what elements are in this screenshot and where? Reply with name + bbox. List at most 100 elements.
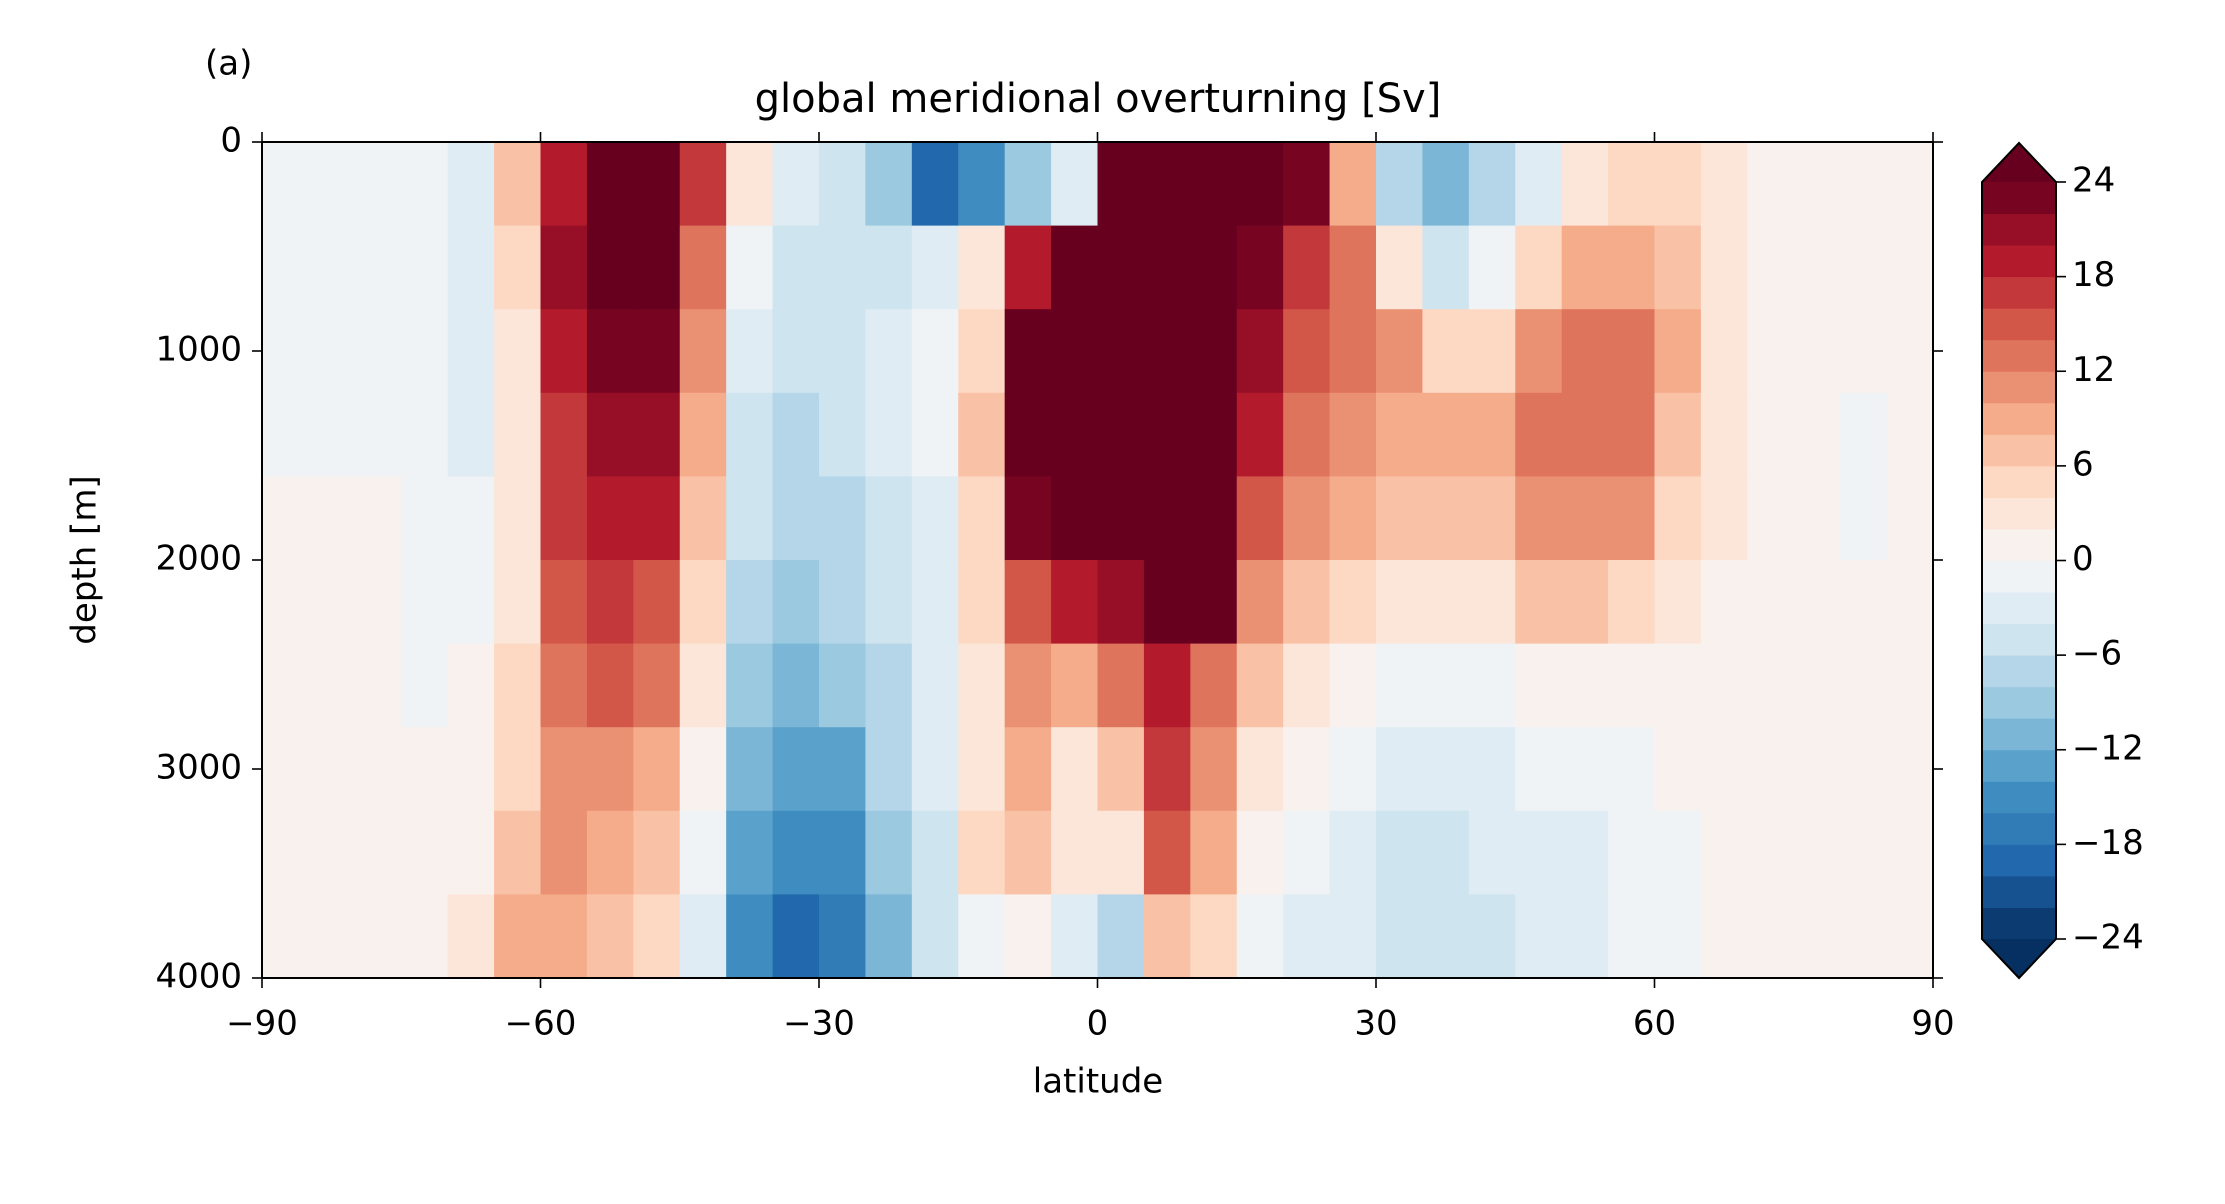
heatmap-cell (1329, 894, 1377, 979)
heatmap-cell (1747, 392, 1795, 477)
heatmap-cell (1700, 392, 1748, 477)
heatmap-cell (1329, 810, 1377, 895)
heatmap-cell (679, 810, 727, 895)
heatmap-cell (1793, 476, 1841, 561)
heatmap-cell (1097, 225, 1145, 310)
colorbar-segment (1982, 718, 2056, 751)
heatmap-cell (1376, 810, 1424, 895)
heatmap-cell (586, 894, 634, 979)
heatmap-cell (1886, 643, 1934, 728)
heatmap-cell (819, 476, 867, 561)
y-tick-label: 1000 (155, 330, 242, 370)
heatmap-cell (1376, 225, 1424, 310)
heatmap-cell (447, 225, 495, 310)
heatmap-cell (1468, 560, 1516, 645)
heatmap-cell (354, 643, 402, 728)
heatmap-cell (586, 309, 634, 394)
heatmap-cell (1886, 225, 1934, 310)
heatmap-cell (1793, 643, 1841, 728)
heatmap-cell (911, 727, 959, 812)
heatmap-cell (1515, 142, 1563, 227)
heatmap-cell (819, 810, 867, 895)
heatmap-cell (447, 727, 495, 812)
heatmap-cell (633, 309, 681, 394)
heatmap-cell (262, 392, 310, 477)
heatmap-cell (911, 225, 959, 310)
heatmap-cell (865, 142, 913, 227)
heatmap-cell (1190, 560, 1238, 645)
heatmap-cell (1515, 560, 1563, 645)
heatmap-cell (865, 810, 913, 895)
heatmap-cell (1051, 894, 1099, 979)
heatmap-cell (772, 560, 820, 645)
heatmap-cell (447, 894, 495, 979)
heatmap-cell (819, 142, 867, 227)
heatmap-cell (1886, 560, 1934, 645)
heatmap-cell (354, 225, 402, 310)
heatmap-cell (1608, 727, 1656, 812)
heatmap-cell (1561, 727, 1609, 812)
heatmap-cell (1886, 392, 1934, 477)
heatmap-cell (1747, 142, 1795, 227)
heatmap-cell (1468, 392, 1516, 477)
heatmap-cell (308, 476, 356, 561)
heatmap-cell (958, 225, 1006, 310)
heatmap-cell (262, 810, 310, 895)
heatmap-cell (1747, 727, 1795, 812)
heatmap-cell (1376, 560, 1424, 645)
heatmap-cell (819, 225, 867, 310)
colorbar-segment (1982, 875, 2056, 908)
heatmap-cell (1051, 560, 1099, 645)
heatmap-cell (1422, 560, 1470, 645)
panel-label: (a) (205, 44, 252, 84)
heatmap-cell (1654, 476, 1702, 561)
heatmap-cell (1097, 727, 1145, 812)
heatmap-cell (679, 727, 727, 812)
heatmap-cell (1700, 560, 1748, 645)
heatmap-cell (819, 727, 867, 812)
heatmap-cell (911, 142, 959, 227)
heatmap-cell (1654, 392, 1702, 477)
heatmap-cell (1468, 225, 1516, 310)
heatmap-cell (1561, 309, 1609, 394)
colorbar-segment (1982, 844, 2056, 877)
x-tick-label: 90 (1911, 1004, 1954, 1044)
heatmap-cell (772, 727, 820, 812)
heatmap-cell (865, 727, 913, 812)
colorbar-segment (1982, 308, 2056, 341)
heatmap-cell (262, 894, 310, 979)
heatmap-cell (1654, 560, 1702, 645)
heatmap-cell (1283, 727, 1331, 812)
heatmap-cell (1886, 727, 1934, 812)
x-axis-label: latitude (1033, 1062, 1163, 1102)
heatmap-cell (1654, 810, 1702, 895)
x-tick-label: 60 (1633, 1004, 1676, 1044)
heatmap-cell (1236, 560, 1284, 645)
heatmap-cell (1376, 476, 1424, 561)
heatmap-cell (958, 142, 1006, 227)
heatmap-cell (958, 309, 1006, 394)
heatmap-cell (958, 727, 1006, 812)
heatmap-cell (494, 142, 542, 227)
heatmap-cell (1236, 309, 1284, 394)
heatmap-cell (726, 810, 774, 895)
heatmap-cell (1004, 225, 1052, 310)
heatmap-cell (1886, 810, 1934, 895)
heatmap-cell (1097, 560, 1145, 645)
heatmap-cell (540, 309, 588, 394)
heatmap-cell (1700, 810, 1748, 895)
heatmap-cell (1329, 727, 1377, 812)
heatmap-cell (447, 643, 495, 728)
heatmap-cell (1747, 225, 1795, 310)
heatmap-cell (1236, 810, 1284, 895)
heatmap-cell (679, 142, 727, 227)
heatmap-cell (1654, 727, 1702, 812)
heatmap-cell (540, 142, 588, 227)
heatmap-cell (1236, 225, 1284, 310)
heatmap-cell (1608, 476, 1656, 561)
heatmap-cell (1004, 894, 1052, 979)
heatmap-cell (1747, 643, 1795, 728)
heatmap-cell (401, 643, 449, 728)
heatmap-cell (308, 810, 356, 895)
heatmap-cell (308, 894, 356, 979)
